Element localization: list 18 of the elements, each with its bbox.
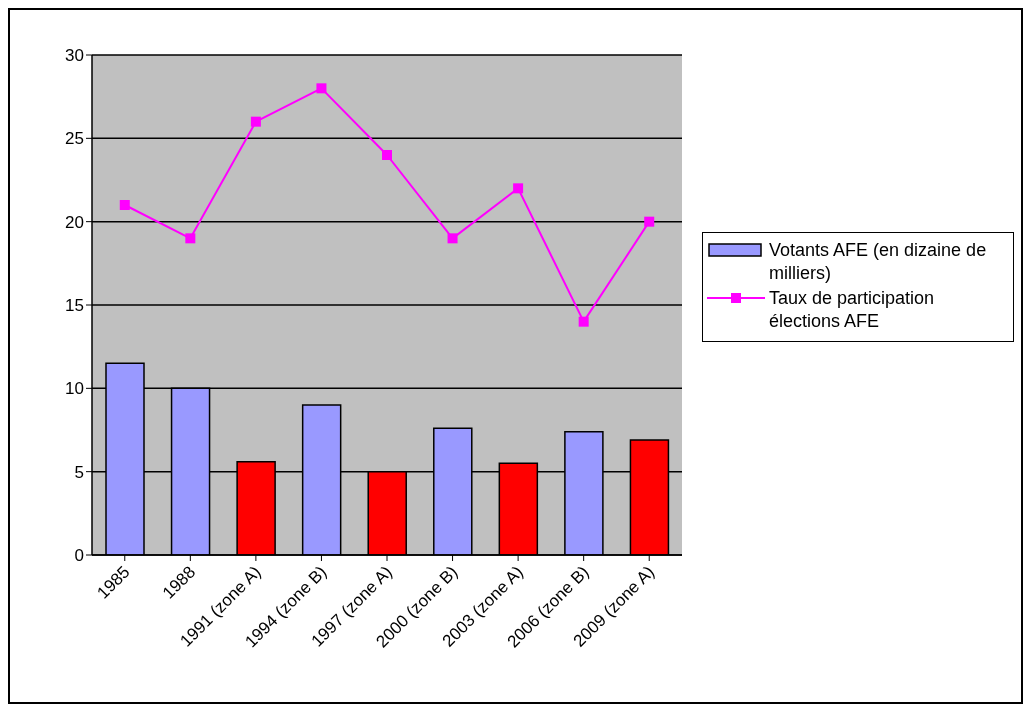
y-tick-label: 15 [65, 296, 84, 316]
y-tick-label: 30 [65, 46, 84, 66]
y-tick-label: 10 [65, 379, 84, 399]
point [316, 83, 327, 94]
legend-label: Taux de participation élections AFE [769, 287, 936, 333]
point [185, 233, 196, 244]
y-tick-label: 20 [65, 212, 84, 232]
point [447, 233, 458, 244]
point [644, 216, 655, 227]
point [513, 183, 524, 194]
point [250, 116, 261, 127]
point [119, 200, 130, 210]
legend-label: Votants AFE (en dizaine de milliers) [769, 239, 988, 285]
point [382, 150, 392, 160]
point [578, 316, 589, 327]
y-tick-label: 5 [74, 462, 84, 482]
y-tick-label: 25 [65, 129, 84, 149]
y-tick-label: 0 [74, 546, 84, 566]
